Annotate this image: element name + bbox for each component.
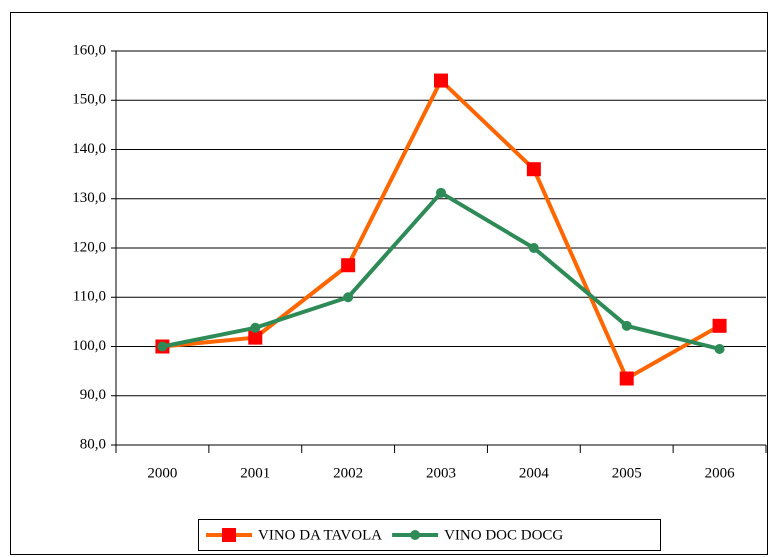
legend-marker xyxy=(222,528,236,542)
data-point xyxy=(343,292,354,303)
data-point xyxy=(157,341,168,352)
data-point xyxy=(526,162,541,177)
data-point xyxy=(250,322,261,333)
y-tick-label: 100,0 xyxy=(72,338,106,354)
data-point xyxy=(712,318,727,333)
legend-marker xyxy=(410,530,421,540)
y-tick-label: 120,0 xyxy=(72,239,106,255)
data-point xyxy=(714,343,725,354)
data-point xyxy=(248,330,263,345)
data-point xyxy=(341,258,356,273)
legend-label: VINO DOC DOCG xyxy=(444,527,563,543)
x-tick-label: 2004 xyxy=(519,465,550,481)
data-point xyxy=(436,187,446,198)
y-tick-label: 150,0 xyxy=(72,92,106,108)
data-point xyxy=(434,73,448,88)
x-tick-label: 2005 xyxy=(612,465,642,481)
y-tick-label: 160,0 xyxy=(72,42,106,58)
y-tick-label: 110,0 xyxy=(73,289,106,305)
y-tick-label: 90,0 xyxy=(80,387,106,403)
y-tick-label: 80,0 xyxy=(80,436,106,452)
y-tick-label: 130,0 xyxy=(72,190,106,206)
y-tick-label: 140,0 xyxy=(72,141,106,157)
chart-frame xyxy=(10,12,768,555)
data-point xyxy=(528,243,539,253)
legend-label: VINO DA TAVOLA xyxy=(258,527,382,543)
x-tick-label: 2003 xyxy=(426,465,456,481)
data-point xyxy=(619,371,634,386)
x-tick-label: 2002 xyxy=(333,465,363,481)
x-tick-label: 2000 xyxy=(147,465,177,481)
data-point xyxy=(621,320,632,331)
x-tick-label: 2006 xyxy=(705,465,736,481)
x-tick-label: 2001 xyxy=(240,465,270,481)
